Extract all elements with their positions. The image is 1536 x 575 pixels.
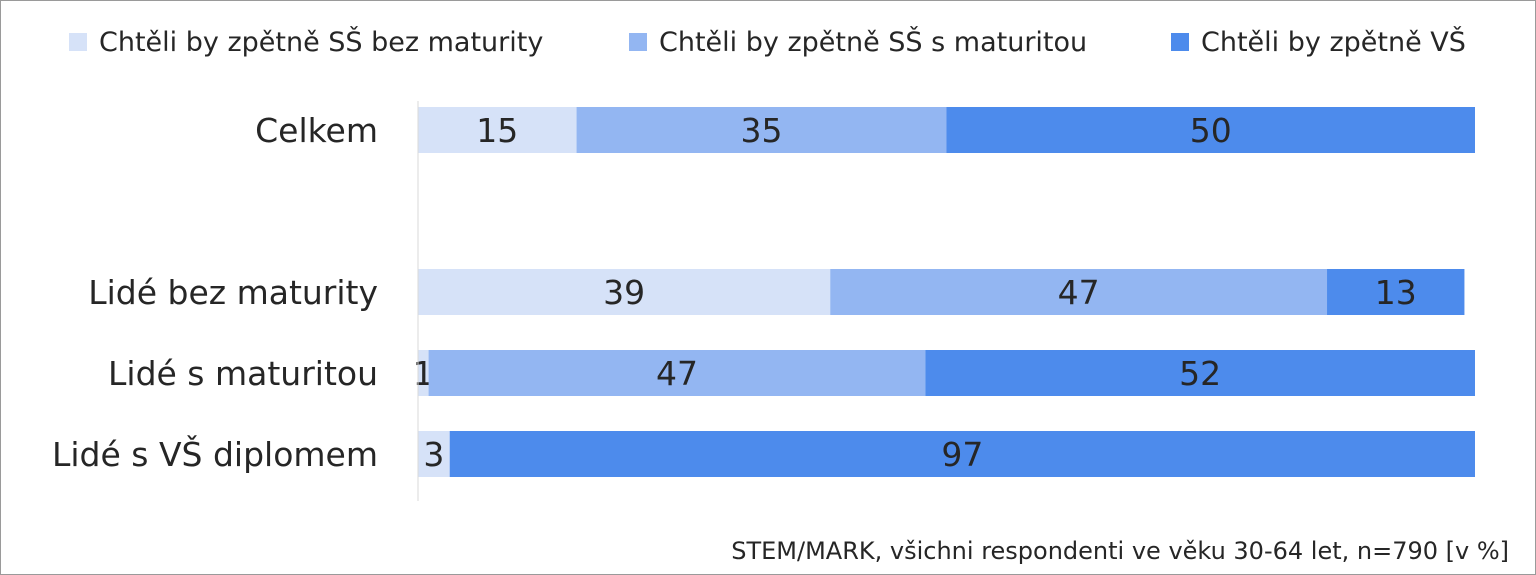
category-labels: Celkem Lidé bez maturity Lidé s maturitou L… <box>52 111 378 474</box>
category-label: Celkem <box>255 111 378 150</box>
bar-value-label: 15 <box>476 111 518 150</box>
legend-label-1: Chtěli by zpětně SŠ bez maturity <box>99 26 543 58</box>
legend-label-3: Chtěli by zpětně VŠ <box>1201 26 1466 58</box>
source-note: STEM/MARK, všichni respondenti ve věku 3… <box>731 537 1509 565</box>
legend-label-2: Chtěli by zpětně SŠ s maturitou <box>659 26 1087 58</box>
bar-value-label: 35 <box>741 111 783 150</box>
bar-segment <box>418 107 577 153</box>
bar-segment <box>449 431 1476 477</box>
bar-segment <box>946 107 1475 153</box>
bar-segment <box>925 350 1475 396</box>
bar-value-label: 13 <box>1375 273 1417 312</box>
bar-value-label: 3 <box>423 435 444 474</box>
category-label: Lidé s VŠ diplomem <box>52 434 378 474</box>
category-label: Lidé bez maturity <box>88 273 378 312</box>
bar-segment <box>830 269 1328 315</box>
bar-segment <box>428 350 926 396</box>
bar-value-label: 50 <box>1190 111 1232 150</box>
bar-segment <box>418 431 450 477</box>
legend-swatch-1 <box>69 33 87 51</box>
bar-segment <box>576 107 947 153</box>
bar-value-label: 47 <box>1058 273 1100 312</box>
legend-swatch-2 <box>629 33 647 51</box>
bar-value-label: 52 <box>1179 354 1221 393</box>
bar-segment <box>418 269 831 315</box>
legend-swatch-3 <box>1171 33 1189 51</box>
category-label: Lidé s maturitou <box>108 354 378 393</box>
chart-legend: Chtěli by zpětně SŠ bez maturity Chtěli b… <box>69 26 1466 58</box>
bar-value-label: 39 <box>603 273 645 312</box>
bar-value-label: 97 <box>941 435 983 474</box>
bar-segment <box>418 350 429 396</box>
bar-segment <box>1327 269 1465 315</box>
bar-value-label: 47 <box>656 354 698 393</box>
